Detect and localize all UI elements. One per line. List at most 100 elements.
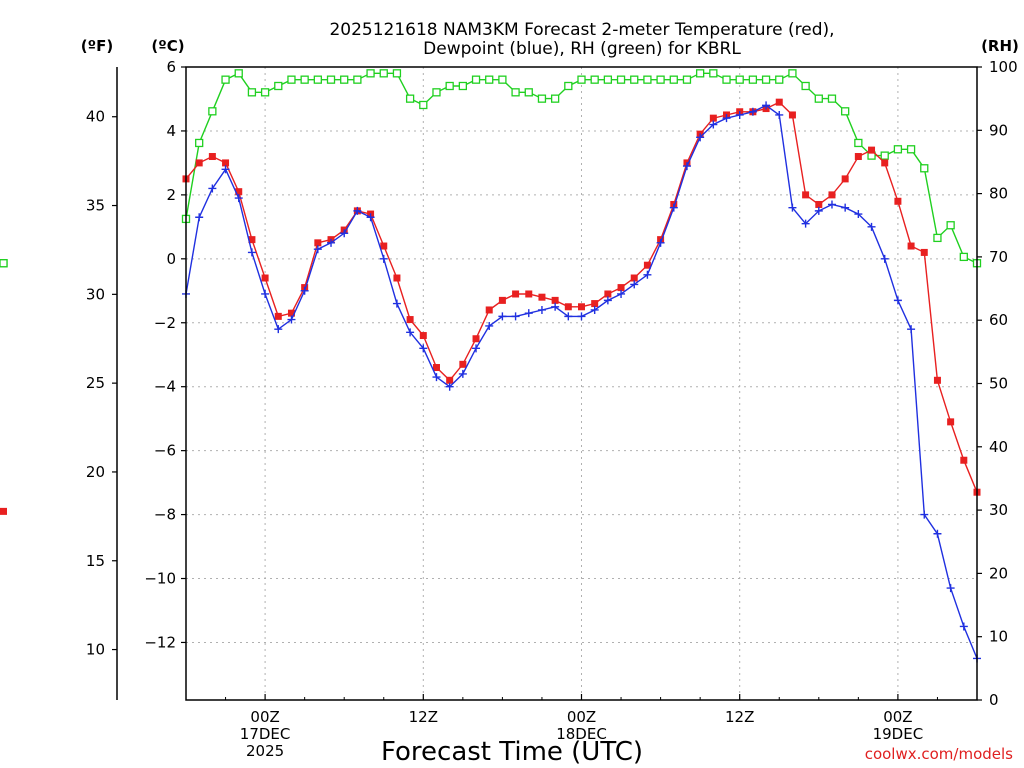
dewpoint-point (340, 229, 349, 238)
dewpoint-point (933, 529, 942, 538)
dewpoint-point (392, 299, 401, 308)
temperature-point (512, 290, 520, 298)
dewpoint-point (603, 296, 612, 305)
temperature-point (881, 159, 889, 167)
time-tick-label: 18DEC (556, 725, 607, 743)
rh-point (511, 88, 520, 97)
dewpoint-point (564, 312, 573, 321)
rh-tick-label: 40 (989, 438, 1008, 456)
temperature-point (960, 456, 968, 464)
rh-point (485, 75, 494, 84)
celsius-tick-label: 6 (166, 58, 176, 76)
rh-point (722, 75, 731, 84)
temperature-point (868, 146, 876, 154)
dewpoint-point (537, 305, 546, 314)
dewpoint-point (511, 312, 520, 321)
temperature-point (538, 293, 546, 301)
series-rh (0, 69, 982, 268)
temperature-point (459, 360, 467, 368)
rh-point (920, 164, 929, 173)
rh-point (669, 75, 678, 84)
rh-tick-label: 50 (989, 375, 1008, 393)
temperature-point (208, 153, 216, 161)
rh-point (313, 75, 322, 84)
rh-point (709, 69, 718, 78)
dewpoint-point (643, 270, 652, 279)
rh-point (854, 138, 863, 148)
rh-line (185, 72, 978, 264)
celsius-tick-label: 4 (166, 122, 176, 140)
dewpoint-point (893, 296, 902, 305)
rh-point (379, 69, 388, 78)
rh-point (748, 75, 758, 84)
time-tick-label: 00Z (567, 708, 596, 726)
rh-tick-label: 100 (989, 58, 1018, 76)
dewpoint-point (247, 248, 256, 257)
dewpoint-point (221, 165, 230, 174)
temperature-point (578, 303, 585, 311)
celsius-tick-label: −6 (154, 442, 176, 460)
dewpoint-point (208, 184, 217, 193)
dewpoint-point (366, 213, 375, 222)
fahrenheit-unit-label: (ºF) (81, 37, 113, 55)
fahrenheit-tick-label: 40 (86, 108, 105, 126)
chart-title-line2: Dewpoint (blue), RH (green) for KBRL (423, 39, 741, 59)
rh-point (208, 107, 217, 116)
dewpoint-point (379, 254, 388, 263)
temperature-point (393, 274, 401, 282)
celsius-tick-label: 0 (166, 250, 176, 268)
rh-point (221, 75, 230, 84)
temperature-point (485, 306, 493, 314)
celsius-tick-label: −4 (154, 378, 176, 396)
celsius-tick-label: −12 (144, 633, 176, 651)
rh-point (498, 75, 507, 84)
dewpoint-point (287, 315, 296, 324)
rh-point (630, 75, 639, 84)
temperature-point (630, 274, 638, 282)
fahrenheit-axis: 10 15 20 25 30 35 40 (86, 108, 117, 659)
rh-point (564, 81, 573, 91)
temperature-point (841, 175, 849, 183)
temperature-point (274, 312, 282, 320)
rh-point (827, 94, 837, 103)
dewpoint-point (353, 206, 362, 215)
dewpoint-point (261, 289, 270, 298)
time-tick-label: 12Z (409, 708, 438, 726)
dewpoint-point (880, 254, 889, 263)
rh-tick-label: 60 (989, 311, 1008, 329)
dewpoint-point (907, 325, 916, 334)
dewpoint-point (195, 213, 204, 222)
temperature-point (195, 159, 203, 167)
celsius-axis: −12 −10 −8 −6 −4 −2 0 2 4 6 (144, 58, 186, 651)
rh-point (550, 94, 560, 103)
time-tick-label: 17DEC (240, 725, 291, 743)
rh-point (946, 221, 955, 230)
dewpoint-point (630, 280, 639, 289)
rh-point (761, 75, 771, 84)
temperature-point (248, 236, 256, 244)
rh-point (959, 252, 968, 262)
celsius-tick-label: 2 (166, 186, 176, 204)
dewpoint-point (577, 312, 586, 321)
rh-point (801, 81, 810, 91)
time-tick-label: 00Z (883, 708, 912, 726)
temperature-point (815, 200, 823, 208)
temperature-point (564, 303, 572, 311)
rh-point (788, 69, 797, 78)
dewpoint-point (498, 312, 507, 321)
dewpoint-point (762, 101, 771, 110)
time-tick-label: 00Z (250, 708, 279, 726)
rh-point (841, 107, 850, 116)
rh-unit-label: (RH) (981, 37, 1019, 55)
dewpoint-point (946, 584, 955, 593)
dewpoint-point (801, 219, 810, 228)
temperature-point (0, 507, 7, 515)
rh-point (775, 75, 784, 84)
temperature-point (380, 242, 388, 250)
rh-point (274, 81, 283, 91)
temperature-point (933, 376, 941, 384)
temperature-point (775, 98, 783, 106)
temperature-point (472, 335, 480, 343)
rh-tick-label: 10 (989, 628, 1008, 646)
